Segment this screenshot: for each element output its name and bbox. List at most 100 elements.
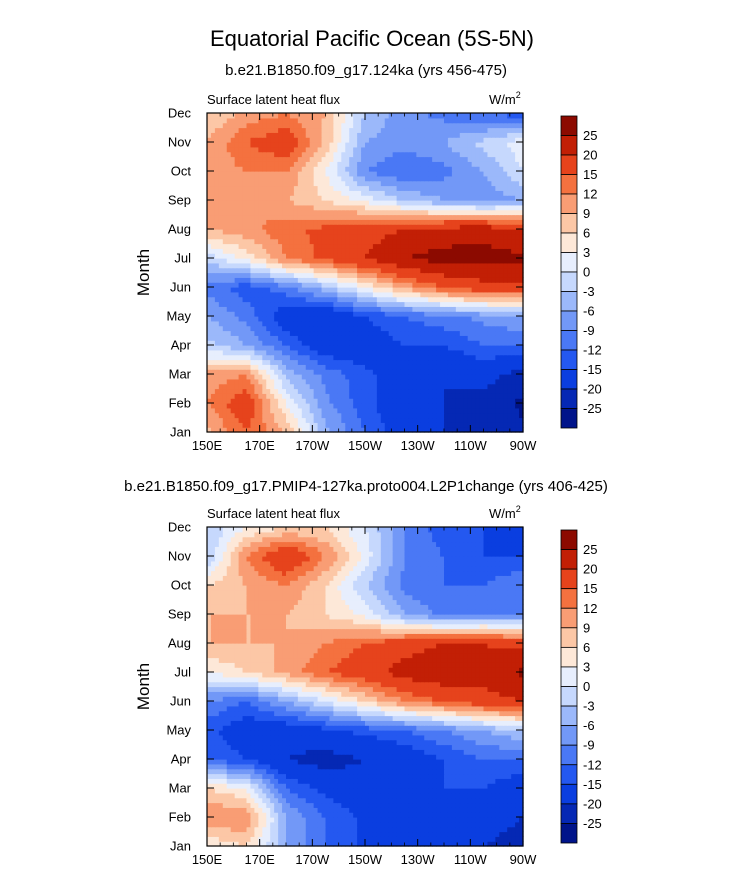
- heatmap-cell: [270, 311, 275, 317]
- heatmap-cell: [463, 345, 469, 351]
- heatmap-cell: [242, 345, 248, 351]
- heatmap-cell: [511, 214, 516, 220]
- heatmap-cell: [353, 383, 358, 390]
- heatmap-cell: [491, 132, 496, 138]
- heatmap-cell: [368, 233, 374, 240]
- heatmap-cell: [270, 345, 275, 351]
- heatmap-cell: [278, 287, 283, 293]
- heatmap-cell: [515, 180, 520, 187]
- heatmap-cell: [313, 417, 319, 423]
- heatmap-cell: [499, 238, 504, 245]
- heatmap-cell: [388, 374, 394, 380]
- heatmap-cell: [372, 238, 378, 245]
- heatmap-cell: [515, 137, 520, 143]
- heatmap-cell: [222, 296, 228, 303]
- heatmap-cell: [313, 214, 319, 220]
- heatmap-cell: [471, 403, 477, 409]
- heatmap-cell: [388, 349, 394, 356]
- heatmap-cell: [305, 238, 311, 245]
- heatmap-cell: [392, 393, 398, 399]
- heatmap-cell: [412, 272, 417, 278]
- heatmap-cell: [321, 180, 327, 187]
- heatmap-cell: [230, 354, 236, 361]
- heatmap-cell: [325, 175, 331, 182]
- heatmap-cell: [234, 127, 240, 133]
- heatmap-cell: [226, 316, 232, 322]
- heatmap-cell: [479, 171, 485, 177]
- heatmap-cell: [226, 214, 232, 220]
- heatmap-cell: [210, 412, 216, 419]
- heatmap-cell: [214, 407, 220, 414]
- heatmap-cell: [293, 311, 299, 317]
- heatmap-cell: [289, 277, 295, 283]
- heatmap-cell: [451, 330, 457, 336]
- heatmap-cell: [404, 374, 410, 380]
- heatmap-cell: [207, 403, 212, 409]
- heatmap-cell: [440, 137, 445, 143]
- heatmap-cell: [503, 243, 508, 249]
- heatmap-cell: [329, 233, 334, 240]
- heatmap-cell: [499, 190, 504, 196]
- heatmap-cell: [238, 291, 244, 298]
- heatmap-cell: [333, 224, 338, 230]
- heatmap-cell: [266, 190, 271, 196]
- heatmap-cell: [503, 156, 508, 162]
- heatmap-cell: [420, 330, 425, 336]
- heatmap-cell: [372, 383, 378, 390]
- heatmap-cell: [416, 335, 421, 341]
- heatmap-cell: [432, 243, 437, 249]
- heatmap-cell: [305, 233, 311, 240]
- heatmap-cell: [432, 185, 437, 191]
- heatmap-cell: [519, 233, 524, 240]
- heatmap-cell: [242, 161, 248, 167]
- heatmap-cell: [499, 204, 504, 211]
- heatmap-cell: [210, 359, 216, 365]
- heatmap-cell: [432, 325, 437, 332]
- heatmap-cell: [515, 238, 520, 245]
- heatmap-cell: [341, 243, 346, 249]
- heatmap-cell: [380, 137, 386, 143]
- heatmap-cell: [361, 359, 366, 365]
- heatmap-cell: [258, 195, 263, 201]
- heatmap-cell: [333, 301, 338, 307]
- heatmap-cell: [266, 137, 271, 143]
- heatmap-cell: [408, 132, 413, 138]
- heatmap-cell: [487, 296, 492, 303]
- heatmap-cell: [404, 398, 410, 404]
- heatmap-cell: [455, 229, 461, 235]
- heatmap-cell: [388, 200, 394, 206]
- heatmap-cell: [286, 374, 291, 380]
- heatmap-cell: [250, 378, 255, 385]
- heatmap-cell: [372, 398, 378, 404]
- heatmap-cell: [357, 151, 362, 158]
- heatmap-cell: [408, 180, 413, 187]
- heatmap-cell: [515, 142, 520, 148]
- heatmap-cell: [503, 403, 508, 409]
- heatmap-cell: [341, 316, 346, 322]
- heatmap-cell: [463, 253, 469, 259]
- heatmap-cell: [408, 320, 413, 327]
- heatmap-cell: [246, 359, 252, 365]
- heatmap-cell: [270, 233, 275, 240]
- heatmap-cell: [321, 359, 327, 365]
- heatmap-cell: [238, 238, 244, 245]
- heatmap-cell: [301, 291, 307, 298]
- heatmap-cell: [408, 374, 413, 380]
- heatmap-cell: [396, 412, 402, 419]
- heatmap-cell: [388, 369, 394, 375]
- heatmap-cell: [392, 185, 398, 191]
- heatmap-cell: [313, 200, 319, 206]
- heatmap-cell: [392, 403, 398, 409]
- heatmap-cell: [313, 258, 319, 264]
- heatmap-cell: [289, 287, 295, 293]
- heatmap-cell: [317, 156, 323, 162]
- heatmap-cell: [325, 301, 331, 307]
- heatmap-cell: [384, 407, 390, 414]
- heatmap-cell: [214, 417, 220, 423]
- heatmap-cell: [412, 306, 417, 312]
- heatmap-cell: [479, 253, 485, 259]
- heatmap-cell: [258, 127, 263, 133]
- heatmap-cell: [313, 209, 319, 216]
- heatmap-cell: [511, 224, 516, 230]
- heatmap-cell: [376, 364, 382, 370]
